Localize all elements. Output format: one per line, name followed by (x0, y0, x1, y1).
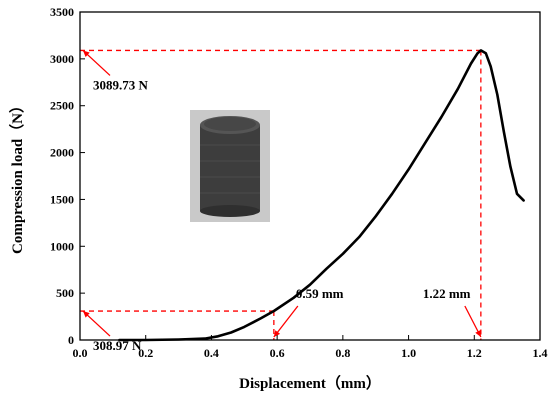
x-tick-label: 0.6 (270, 346, 285, 360)
y-tick-label: 2500 (50, 99, 74, 113)
series-line (118, 49, 525, 342)
data-layer (118, 49, 525, 342)
x-axis-title: Displacement（mm） (239, 374, 381, 392)
y-tick-label: 1500 (50, 192, 74, 206)
y-tick-label: 3500 (50, 5, 74, 19)
annotation-arrow (273, 305, 299, 338)
axes: 0.0 0.2 0.4 0.6 0.8 1.0 1.2 1.4 0 500 1000 1500 2000… (50, 5, 548, 360)
x-tick-label: 0.0 (73, 346, 88, 360)
y-tick-label: 500 (56, 286, 74, 300)
y-tick-label: 3000 (50, 52, 74, 66)
cylinder-top-face (204, 117, 256, 131)
x-tick-label: 0.4 (204, 346, 219, 360)
annotation-label: 1.22 mm (423, 286, 471, 301)
annotation-arrowhead (83, 50, 90, 57)
annotation-label: 3089.73 N (93, 77, 149, 92)
x-tick-label: 1.0 (401, 346, 416, 360)
specimen-photo (190, 110, 270, 222)
annotation-arrowhead (83, 311, 90, 318)
guide-lines (80, 49, 482, 340)
annotation-arrowhead (475, 330, 481, 337)
y-axis-title: Compression load（N） (8, 98, 26, 254)
y-tick-label: 1000 (50, 239, 74, 253)
y-tick-label: 0 (68, 333, 74, 347)
annotation-arrowhead (273, 330, 281, 337)
annotations: 3089.73 N 1.22 mm 308.97 N 0.59 mm (82, 49, 482, 353)
x-tick-label: 0.2 (138, 346, 153, 360)
x-tick-label: 1.2 (467, 346, 482, 360)
cylinder-bottom (200, 205, 260, 217)
cylinder-body (200, 125, 260, 211)
annotation-label: 308.97 N (93, 338, 142, 353)
plot-frame (79, 11, 541, 341)
annotation-label: 0.59 mm (296, 286, 344, 301)
x-tick-label: 1.4 (533, 346, 548, 360)
x-tick-label: 0.8 (335, 346, 350, 360)
y-tick-label: 2000 (50, 146, 74, 160)
